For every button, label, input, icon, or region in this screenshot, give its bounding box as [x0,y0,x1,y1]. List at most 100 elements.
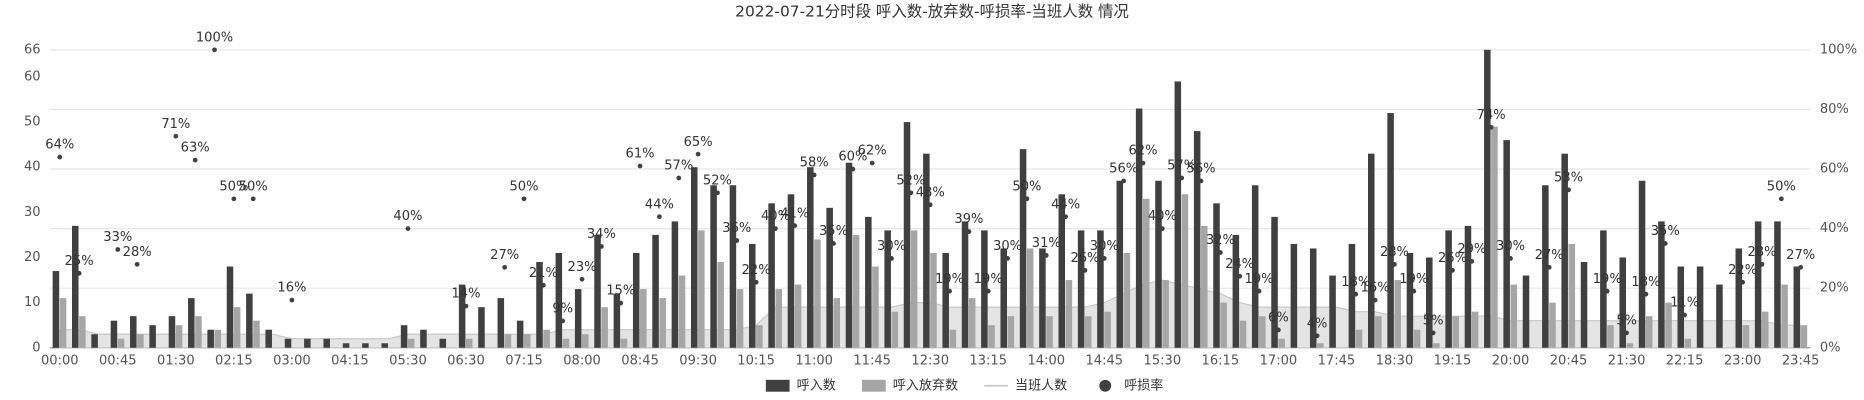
rate-dot [1643,291,1649,297]
rate-dot [192,157,198,163]
bar [214,329,222,348]
rate-label: 18% [1341,275,1370,290]
y-tick-label: 0 [32,340,40,355]
x-tick-label: 14:45 [1086,353,1124,368]
rate-dot [1276,327,1281,333]
rate-label: 19% [1245,272,1274,287]
bar [1754,221,1762,348]
bar [1232,234,1240,348]
bar [555,252,563,348]
rate-label: 57% [664,159,693,174]
rate-label: 53% [1554,171,1583,186]
bar [1213,203,1220,348]
x-tick-label: 17:45 [1318,353,1356,368]
rate-dot [947,288,952,294]
rate-dot [1740,279,1746,285]
bar [207,329,214,348]
rate-dot [773,226,778,231]
rate-dot [985,288,991,294]
bar [1084,316,1092,348]
x-tick-label: 11:00 [795,353,833,368]
bar [400,325,408,348]
rate-dot [1005,256,1010,261]
bar [1174,81,1182,348]
bar [749,243,756,348]
bar [407,338,415,348]
bar [981,230,988,348]
rate-label: 32% [1206,233,1235,248]
rate-dot [405,226,411,231]
x-tick-label: 01:30 [157,353,195,368]
rate-label: 62% [1128,144,1157,159]
rate-label: 56% [1187,162,1216,177]
rate-dot [289,297,295,303]
bar [458,284,466,348]
rate-dot [134,261,140,267]
bar [265,329,272,348]
rate-label: 14% [451,287,480,302]
rate-label: 71% [161,117,190,132]
bar [794,284,802,348]
rate-dot [463,303,469,309]
bar [594,234,601,348]
rate-label: 26% [1438,251,1467,266]
bar [1658,221,1665,348]
rate-label: 64% [45,138,74,153]
x-tick-label: 20:00 [1492,353,1530,368]
y-tick-label: 40 [24,160,41,175]
rate-label: 50% [219,179,248,194]
x-tick-label: 00:45 [99,353,137,368]
bar [736,289,744,348]
rate-label: 35% [1651,224,1680,239]
rate-label: 50% [510,179,539,194]
x-tick-label: 05:30 [389,353,427,368]
rate-label: 57% [1167,159,1196,174]
bar [504,334,512,348]
bar [1742,325,1750,348]
x-tick-label: 02:15 [215,353,253,368]
rate-dot [715,190,720,196]
bar [601,307,608,348]
rate-label: 56% [1109,162,1138,177]
rate-label: 52% [703,173,732,188]
x-tick-label: 09:30 [679,353,717,368]
bar [1278,338,1285,348]
rate-dot [1430,330,1436,336]
rate-label: 50% [1012,179,1041,194]
bar [130,316,137,348]
bar [1484,49,1491,348]
bar [117,338,125,348]
bar [1413,329,1421,348]
bar [865,216,872,348]
rate-dot [1043,253,1049,258]
bar [968,298,976,348]
bar [1406,252,1414,348]
bar [1039,248,1046,348]
bar [1626,343,1634,348]
bar [833,298,841,348]
rate-dot [850,166,856,172]
bar [439,338,447,348]
rate-dot [1353,291,1359,297]
rate-dot [1546,264,1552,270]
bar [690,167,698,348]
bar [110,320,118,348]
bar [381,343,389,348]
bar [362,343,369,348]
bar [1348,243,1356,348]
bar [620,338,628,348]
rate-dot [1063,214,1068,220]
rate-dot [1121,178,1127,184]
bar [1162,280,1169,348]
bar [1046,316,1053,348]
bar [872,266,879,348]
rate-label: 60% [838,150,867,165]
bar [884,230,891,348]
rate-label: 24% [1225,257,1254,272]
rate-label: 30% [877,239,906,254]
bar [253,320,260,348]
bar [729,185,737,348]
bar [1367,153,1375,348]
x-tick-label: 07:15 [505,353,543,368]
